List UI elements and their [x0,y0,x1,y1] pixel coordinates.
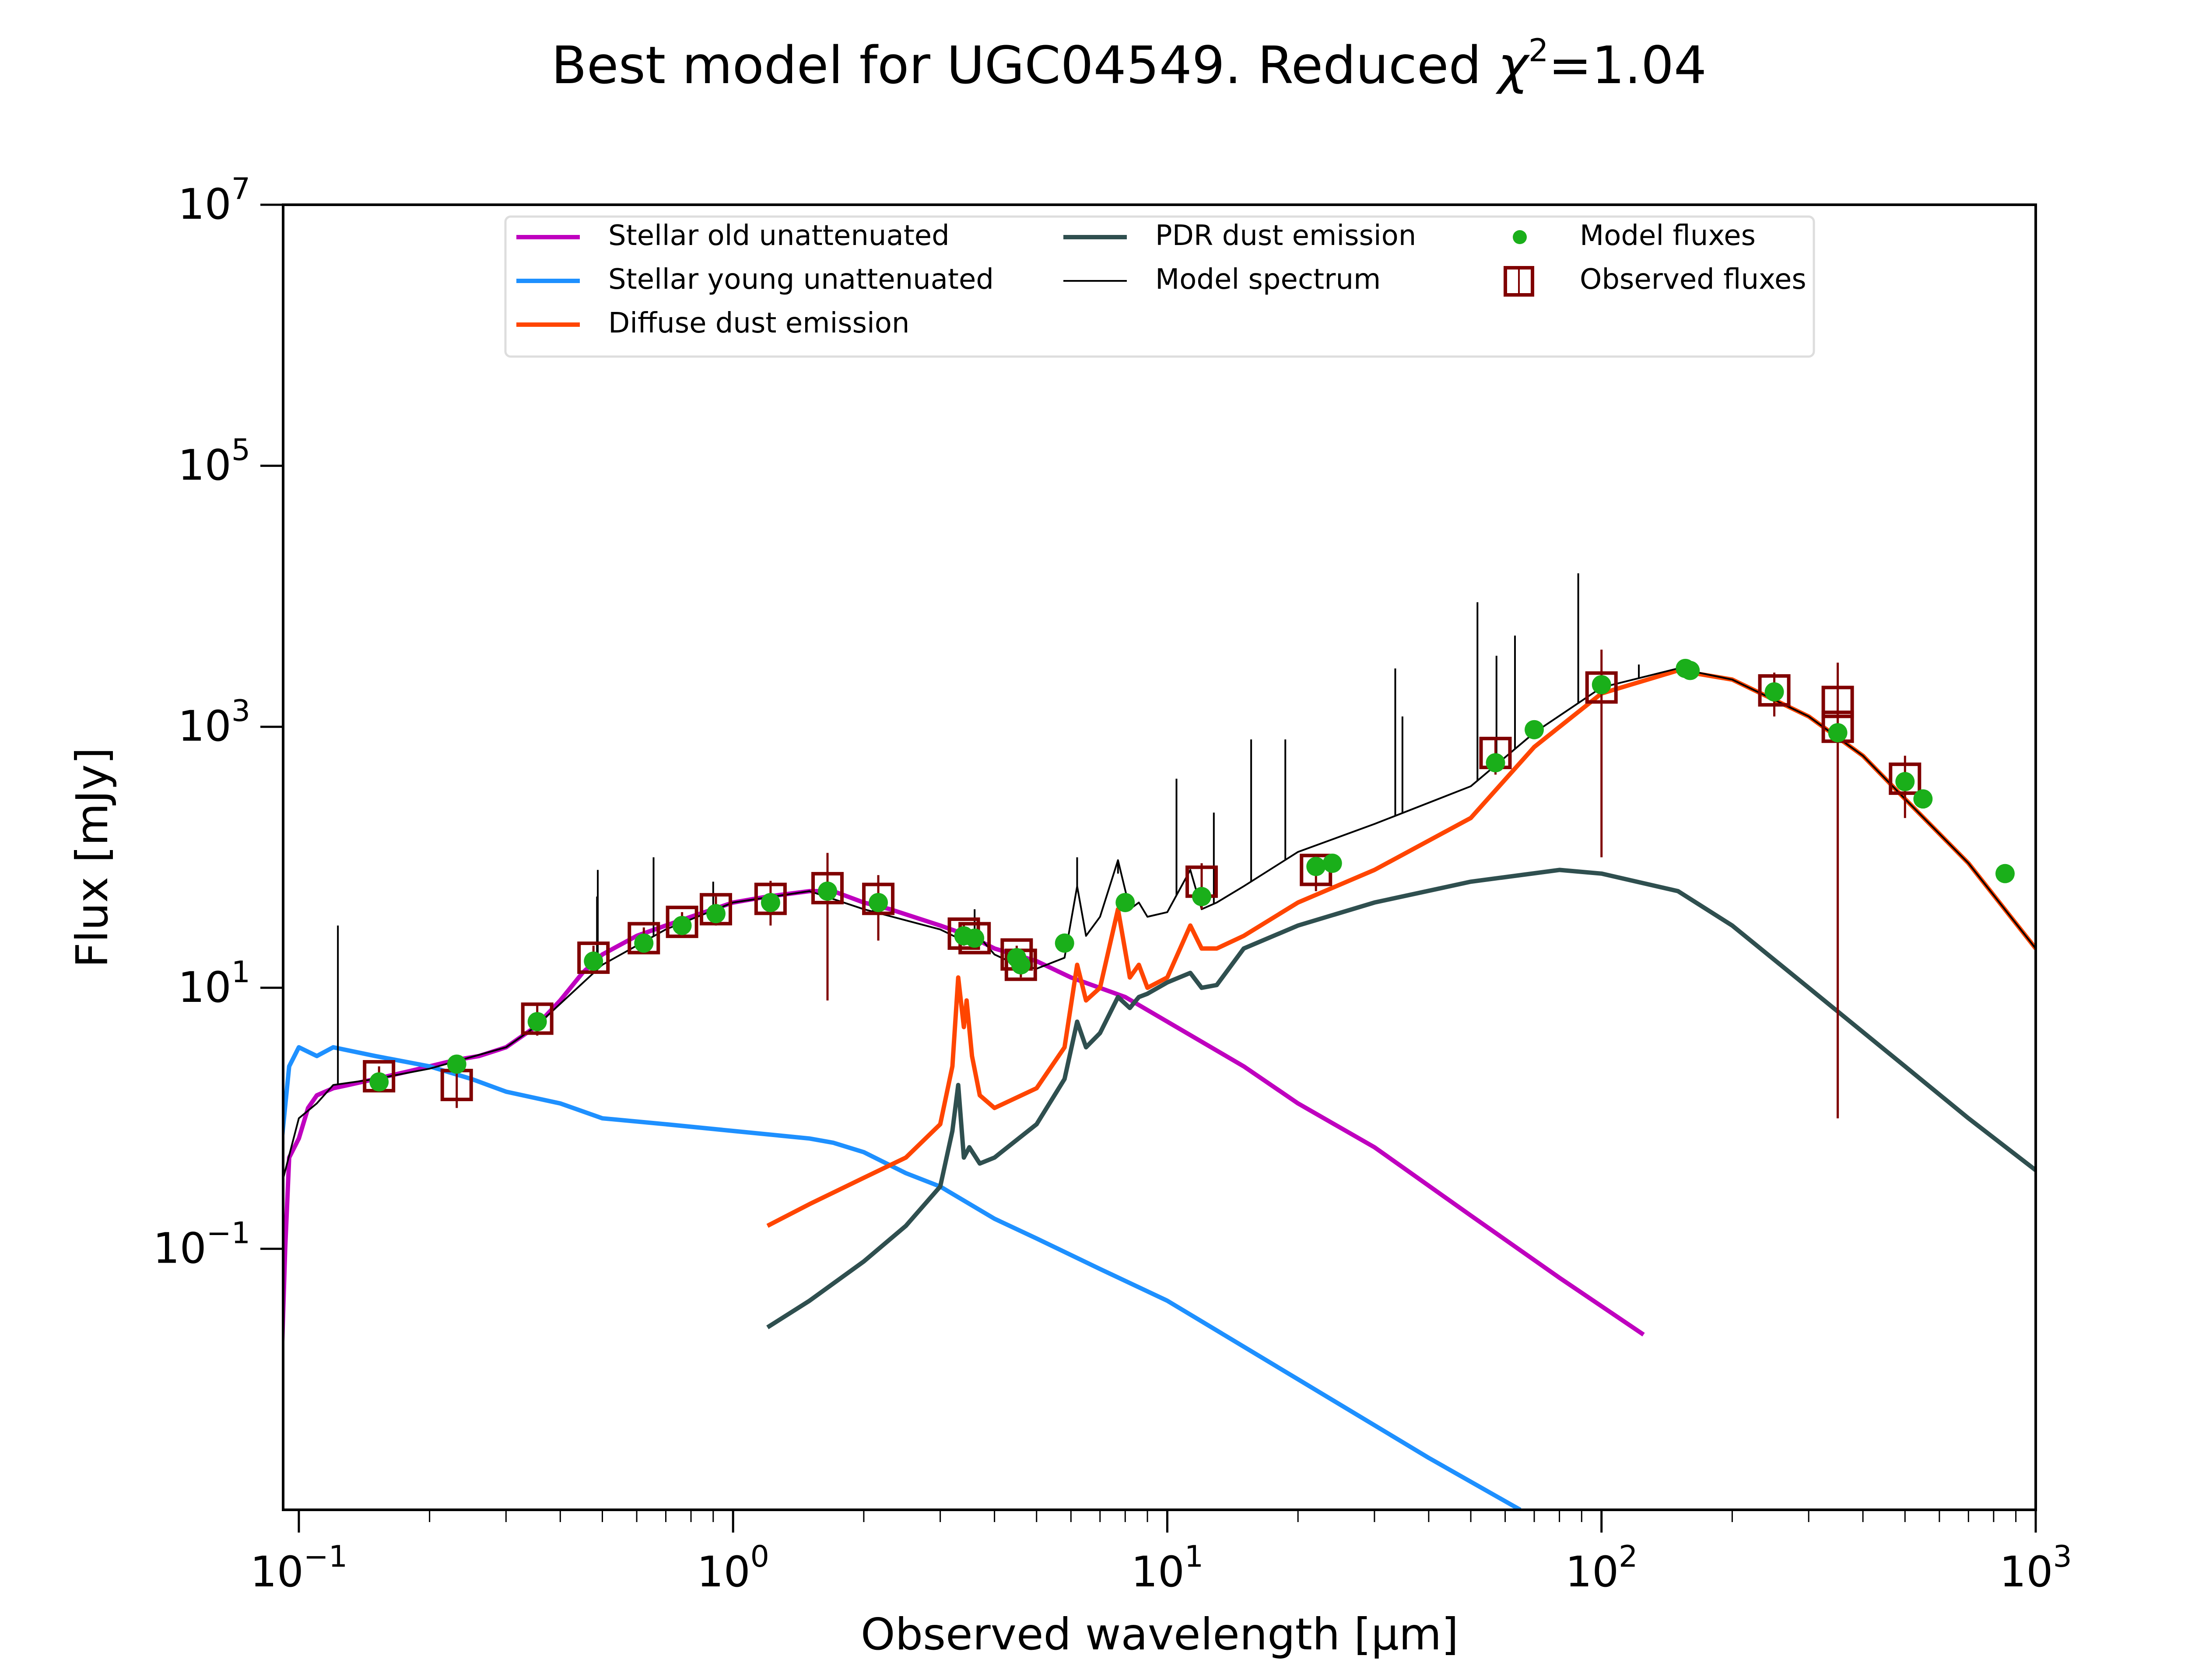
model-flux-point [1486,753,1505,773]
legend-item: Stellar old unattenuated [516,220,950,252]
model-flux-point [527,1012,547,1032]
model-flux-point [1592,675,1611,695]
legend-label: Stellar old unattenuated [608,220,950,252]
y-tick-label: 107 [178,172,250,229]
series-layer [283,573,2036,1510]
error-bars [378,649,1906,1119]
model-flux-point [1680,661,1700,680]
model-flux-point [1011,955,1031,975]
model-flux-point [1828,723,1848,742]
stellar-young-unattenuated-line [283,1045,1522,1510]
x-tick-label: 101 [1131,1540,1203,1596]
observed-flux-point [1758,674,1791,707]
model-flux-point [1995,864,2015,883]
legend-item: Stellar young unattenuated [516,263,994,296]
model-flux-point [634,933,654,953]
model-flux-point [869,892,888,912]
plot-frame [282,203,2037,1511]
observed-flux-point [811,872,844,905]
model-flux-point [447,1054,466,1074]
model-flux-point [1913,789,1933,809]
legend-label: Diffuse dust emission [608,307,909,340]
pdr-dust-emission-line [766,868,2036,1330]
observed-flux-point [521,1002,554,1035]
model-flux-point [1306,857,1326,876]
model-flux-point [818,881,838,901]
legend-label: Model spectrum [1155,263,1381,296]
legend-label: Model fluxes [1580,220,1756,252]
legend-frame [504,215,1815,358]
observed-flux-point [699,893,732,926]
y-tick-label: 105 [178,433,250,490]
legend: Stellar old unattenuated Stellar young un… [504,215,1815,358]
model-flux-point [1764,682,1784,702]
x-tick-label: 103 [1999,1540,2072,1596]
chart-title: Best model for UGC04549. Reduced χ2=1.04 [551,32,1707,95]
y-axis: 10−1 101 103 105 107 [153,172,283,1273]
model-flux-point [369,1072,389,1092]
legend-label: PDR dust emission [1155,220,1416,252]
model-flux-point [1115,892,1135,912]
stellar-old-unattenuated-line [283,889,1645,1379]
observed-flux-point [1889,762,1922,795]
model-flux-point [1895,772,1915,791]
legend-item: Model spectrum [1063,263,1381,296]
legend-item: Diffuse dust emission [516,307,909,340]
x-axis: 10−1 100 101 102 103 [250,1510,2072,1596]
model-flux-point [965,928,985,948]
model-flux-point [1525,720,1544,739]
x-tick-label: 100 [697,1540,769,1596]
observed-flux-point [1585,671,1618,704]
model-flux-point [1192,887,1212,906]
model-flux-point [1055,933,1074,953]
observed-flux-point [1821,686,1854,718]
model-flux-point [584,951,603,971]
x-tick-label: 102 [1565,1540,1637,1596]
observed-flux-point [754,882,787,915]
observed-flux-point [666,906,698,938]
legend-swatch [1513,230,1527,244]
diffuse-dust-emission-line [766,668,2036,1228]
observed-flux-point [862,882,895,915]
x-axis-label: Observed wavelength [μm] [861,1609,1459,1660]
observed-flux-point [577,942,610,974]
model-flux-point [1322,854,1342,873]
y-tick-label: 10−1 [153,1216,250,1273]
legend-item: Observed fluxes [1504,263,1806,297]
model-flux-point [761,892,780,912]
model-spectrum-line [283,667,2036,1182]
y-tick-label: 103 [178,694,250,751]
legend-label: Stellar young unattenuated [608,263,994,296]
model-flux-point [706,904,726,924]
legend-label: Observed fluxes [1580,263,1806,296]
x-tick-label: 10−1 [250,1540,347,1596]
y-tick-label: 101 [178,955,250,1012]
model-flux-markers [369,658,2015,1092]
model-flux-point [672,916,692,935]
legend-item: PDR dust emission [1063,220,1416,252]
y-axis-label: Flux [mJy] [67,747,118,968]
legend-item: Model fluxes [1513,220,1756,252]
